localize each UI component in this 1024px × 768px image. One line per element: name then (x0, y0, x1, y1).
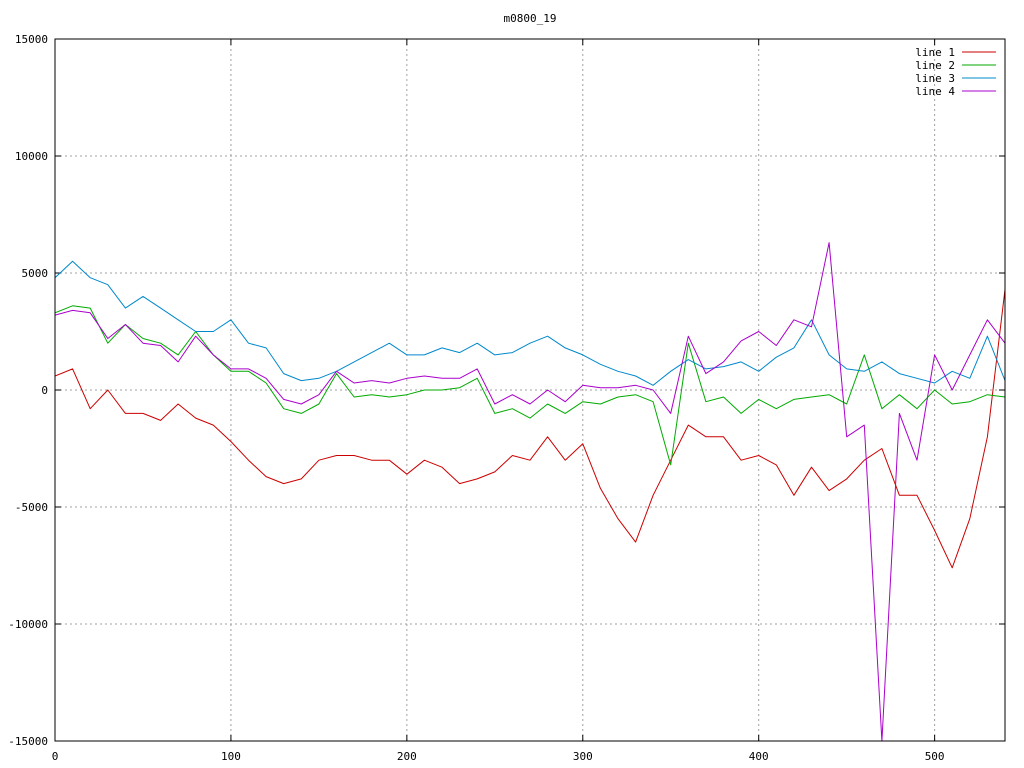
tick-marks (54, 38, 1005, 742)
x-tick-label: 0 (52, 750, 59, 763)
series-line-3 (55, 260, 1005, 386)
y-tick-label: -15000 (8, 735, 48, 748)
y-tick-label: -5000 (15, 501, 48, 514)
x-tick-label: 500 (925, 750, 945, 763)
y-tick-label: 5000 (22, 267, 49, 280)
y-tick-label: 10000 (15, 150, 48, 163)
grid-lines (55, 39, 1005, 741)
series-line-1 (55, 288, 1005, 569)
y-tick-label: 0 (41, 384, 48, 397)
chart-title: m0800_19 (504, 12, 557, 25)
y-tick-label: 15000 (15, 33, 48, 46)
tick-labels: 0 100 200 300 400 500 -15000 -10000 -5000 0 5000 10… (8, 33, 944, 763)
x-tick-label: 400 (749, 750, 769, 763)
x-tick-label: 200 (397, 750, 417, 763)
y-tick-label: -10000 (8, 618, 48, 631)
x-tick-label: 300 (573, 750, 593, 763)
legend-label-4: line 4 (915, 85, 955, 98)
legend-label-1: line 1 (915, 46, 955, 59)
legend-label-2: line 2 (915, 59, 955, 72)
series-line-4 (55, 214, 1005, 741)
series-lines (55, 214, 1005, 741)
series-line-2 (55, 305, 1005, 466)
plot-frame (54, 38, 1006, 742)
x-tick-label: 100 (221, 750, 241, 763)
legend-label-3: line 3 (915, 72, 955, 85)
